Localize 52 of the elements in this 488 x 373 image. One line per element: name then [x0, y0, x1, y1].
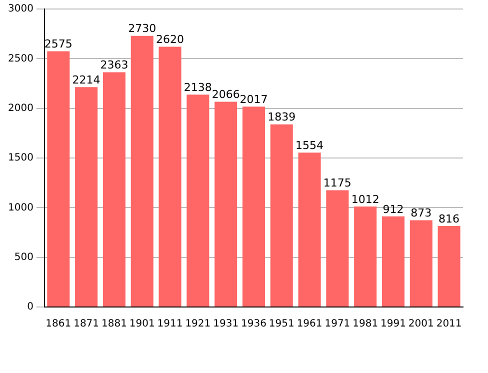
data-label: 912	[382, 202, 404, 216]
bar	[75, 87, 98, 306]
x-tick-label: 1951	[268, 318, 294, 330]
bar	[382, 216, 405, 306]
x-tick-label: 1991	[380, 318, 406, 330]
data-label: 2620	[156, 33, 184, 46]
data-label: 1175	[323, 176, 352, 190]
x-tick-label: 1971	[324, 318, 350, 330]
y-tick-label: 500	[14, 252, 34, 263]
data-label: 1554	[296, 138, 324, 152]
y-tick-label: 2000	[8, 102, 34, 114]
data-label: 2214	[72, 73, 100, 86]
data-label: 2138	[184, 80, 212, 94]
bar	[410, 220, 432, 306]
bar	[102, 72, 126, 306]
x-tick-label: 1911	[157, 318, 183, 330]
y-tick-label: 0	[27, 302, 34, 313]
x-tick-label: 1981	[352, 318, 378, 330]
bar	[158, 46, 182, 306]
y-tick-label: 3000	[8, 4, 34, 15]
data-label: 816	[438, 212, 460, 226]
x-tick-label: 1861	[46, 318, 72, 330]
data-label: 2363	[100, 58, 128, 72]
data-label: 2575	[44, 38, 72, 51]
bar	[438, 226, 460, 306]
x-tick-label: 1961	[296, 318, 322, 330]
x-tick-label: 1901	[129, 318, 155, 330]
bar	[186, 94, 210, 306]
bar	[242, 106, 265, 306]
x-tick-label: 1931	[213, 318, 239, 330]
bar	[130, 36, 154, 306]
data-label: 1012	[351, 192, 380, 206]
x-tick-label: 1871	[74, 318, 100, 330]
data-label: 1839	[268, 110, 296, 124]
x-tick-label: 1921	[185, 318, 211, 330]
bar	[270, 124, 293, 306]
y-tick-label: 1000	[8, 202, 34, 214]
y-tick-label: 1500	[8, 152, 34, 164]
data-label: 2730	[128, 22, 156, 36]
bar	[298, 152, 321, 306]
data-label: 2066	[212, 88, 240, 102]
data-label: 873	[410, 206, 432, 220]
bar	[214, 102, 238, 306]
data-label: 2017	[240, 93, 268, 106]
y-tick-label: 2500	[8, 53, 34, 64]
bar	[354, 206, 377, 306]
x-tick-label: 1881	[101, 318, 127, 330]
x-tick-label: 2001	[408, 318, 434, 330]
bar	[47, 51, 70, 306]
bar	[326, 190, 349, 306]
x-tick-label: 2011	[436, 318, 462, 330]
x-tick-label: 1936	[241, 318, 266, 330]
